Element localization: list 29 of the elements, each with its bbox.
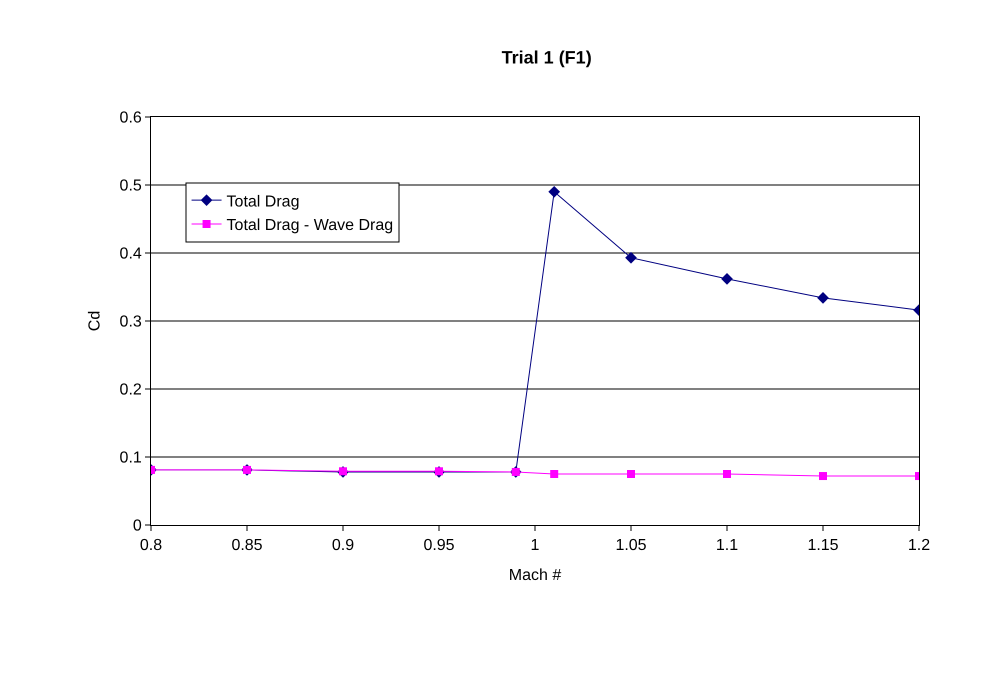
point bbox=[548, 186, 560, 198]
x-tick-label: 0.8 bbox=[140, 537, 162, 554]
point bbox=[550, 470, 558, 478]
chart-title: Trial 1 (F1) bbox=[502, 48, 592, 68]
point bbox=[817, 292, 829, 304]
y-tick-label: 0.3 bbox=[120, 314, 142, 331]
legend-label: Total Drag - Wave Drag bbox=[226, 217, 394, 234]
x-axis-title: Mach # bbox=[508, 566, 562, 584]
x-tick-label: 1.2 bbox=[908, 537, 930, 554]
point bbox=[723, 470, 731, 478]
point bbox=[627, 470, 635, 478]
y-tick-label: 0 bbox=[132, 518, 142, 535]
x-tick-label: 0.95 bbox=[423, 537, 455, 554]
point bbox=[721, 272, 733, 285]
x-tick-label: 1.05 bbox=[615, 537, 647, 554]
x-tick-label: 1.15 bbox=[807, 537, 839, 554]
y-tick-label: 0.5 bbox=[120, 178, 142, 195]
y-tick-label: 0.1 bbox=[120, 450, 142, 467]
y-axis-title: Cd bbox=[86, 310, 104, 332]
x-tick-label: 0.85 bbox=[231, 537, 263, 554]
y-tick-label: 0.2 bbox=[120, 382, 142, 399]
x-tick-label: 1.1 bbox=[716, 537, 738, 554]
point bbox=[625, 252, 637, 264]
point bbox=[819, 472, 827, 480]
y-tick-label: 0.6 bbox=[120, 110, 142, 127]
x-tick-label: 1 bbox=[530, 537, 540, 554]
y-tick-label: 0.4 bbox=[120, 246, 142, 263]
legend-label: Total Drag bbox=[226, 193, 300, 210]
x-tick-label: 0.9 bbox=[332, 537, 354, 554]
